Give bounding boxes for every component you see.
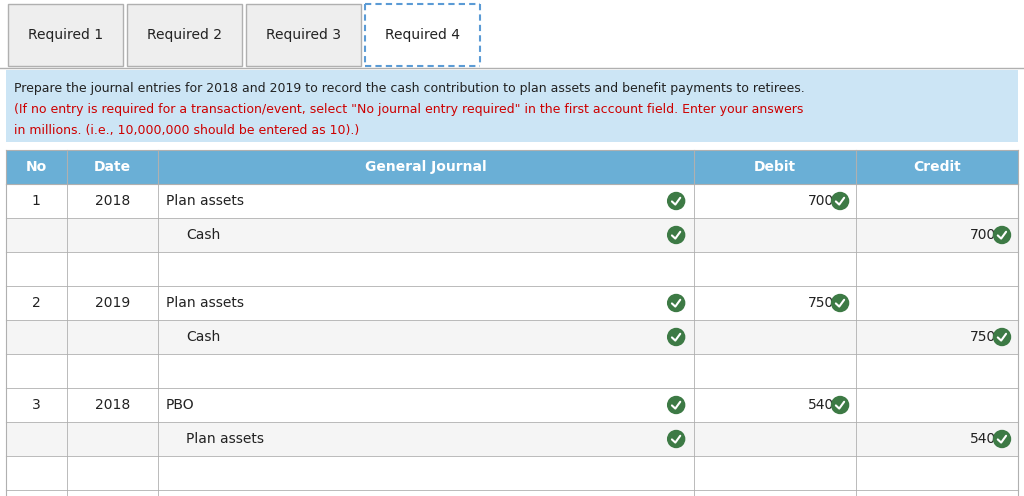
Bar [6,150,1018,184]
Circle shape [831,396,849,414]
Bar [365,4,480,66]
Text: in millions. (i.e., 10,000,000 should be entered as 10).): in millions. (i.e., 10,000,000 should be… [14,124,359,137]
Text: Required 3: Required 3 [266,28,341,42]
Circle shape [831,192,849,209]
Text: 1: 1 [32,194,41,208]
Circle shape [668,227,685,244]
Circle shape [668,431,685,447]
Circle shape [993,328,1011,346]
Bar [6,70,1018,142]
Bar [6,184,1018,218]
Text: Plan assets: Plan assets [166,194,244,208]
Text: 2018: 2018 [94,398,130,412]
Bar [6,252,1018,286]
Text: No: No [26,160,47,174]
Circle shape [668,396,685,414]
Bar [6,320,1018,354]
Text: 700: 700 [808,194,835,208]
Bar [6,388,1018,422]
Text: 750: 750 [808,296,835,310]
Text: Cash: Cash [185,330,220,344]
Text: 2019: 2019 [94,296,130,310]
Circle shape [993,227,1011,244]
Bar [8,4,123,66]
Text: Cash: Cash [185,228,220,242]
Circle shape [668,295,685,311]
Bar [127,4,242,66]
Bar [6,456,1018,490]
Bar [6,286,1018,320]
Circle shape [831,295,849,311]
Text: Credit: Credit [913,160,961,174]
Text: 3: 3 [32,398,41,412]
Text: 750: 750 [970,330,996,344]
Bar [246,4,361,66]
Text: Plan assets: Plan assets [185,432,264,446]
Text: 2018: 2018 [94,194,130,208]
Text: 2: 2 [32,296,41,310]
Text: PBO: PBO [166,398,195,412]
Text: General Journal: General Journal [366,160,486,174]
Text: Required 1: Required 1 [28,28,103,42]
Text: Required 4: Required 4 [385,28,460,42]
Circle shape [668,328,685,346]
Text: 540: 540 [808,398,835,412]
Bar [8,4,123,66]
Bar [6,354,1018,388]
Bar [6,490,1018,496]
Text: (If no entry is required for a transaction/event, select "No journal entry requi: (If no entry is required for a transacti… [14,103,804,116]
Text: Prepare the journal entries for 2018 and 2019 to record the cash contribution to: Prepare the journal entries for 2018 and… [14,82,805,95]
Text: 540: 540 [970,432,996,446]
Text: Date: Date [94,160,131,174]
Text: Plan assets: Plan assets [166,296,244,310]
Text: 700: 700 [970,228,996,242]
Bar [127,4,242,66]
Text: Required 2: Required 2 [147,28,222,42]
Circle shape [993,431,1011,447]
Bar [6,218,1018,252]
Circle shape [668,192,685,209]
Bar [246,4,361,66]
Bar [6,422,1018,456]
Text: Debit: Debit [754,160,797,174]
